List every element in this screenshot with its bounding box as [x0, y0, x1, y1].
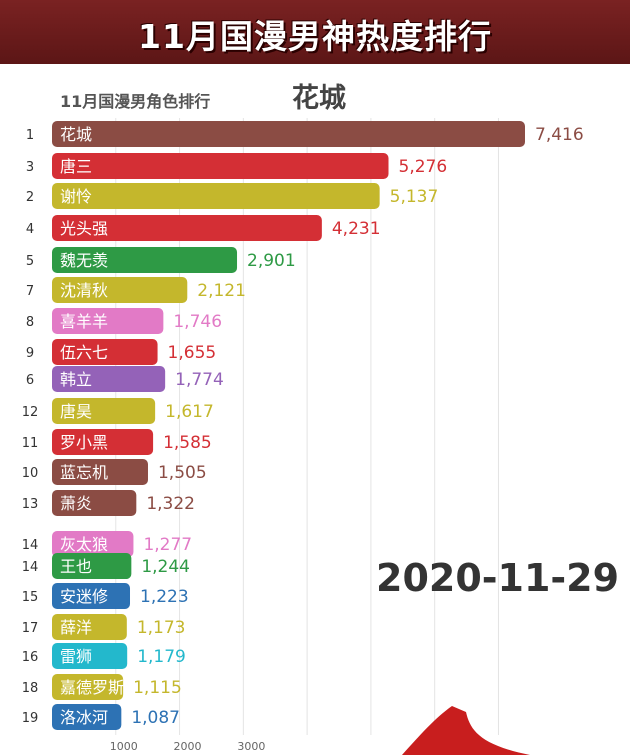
rank-label: 8 [26, 315, 34, 330]
current-leader-name: 花城 [292, 83, 346, 114]
bar-label: 蓝忘机 [60, 463, 108, 482]
rank-label: 11 [22, 436, 39, 451]
rank-label: 9 [26, 346, 34, 361]
bar-label: 伍六七 [60, 343, 108, 362]
value-label: 7,416 [535, 125, 584, 145]
value-label: 1,774 [175, 370, 224, 390]
bar-label: 花城 [60, 125, 92, 144]
rank-label: 14 [22, 538, 39, 553]
bar [52, 429, 154, 455]
rank-label: 18 [22, 681, 39, 696]
value-label: 1,223 [140, 587, 189, 607]
value-label: 1,115 [133, 678, 182, 698]
bar-label: 雷狮 [60, 647, 92, 666]
value-label: 1,087 [131, 708, 180, 728]
rank-label: 6 [26, 373, 34, 388]
value-label: 1,173 [137, 618, 186, 638]
value-label: 5,137 [390, 187, 439, 207]
rank-label: 4 [26, 222, 34, 237]
rank-label: 2 [26, 190, 34, 205]
rank-label: 19 [22, 711, 39, 726]
chart-subtitle: 11月国漫男角色排行 [60, 92, 211, 111]
x-tick-label: 3000 [237, 740, 265, 753]
value-label: 1,244 [141, 557, 190, 577]
rank-label: 5 [26, 254, 34, 269]
rank-label: 12 [22, 405, 39, 420]
bar [52, 339, 158, 365]
value-label: 1,585 [163, 433, 212, 453]
value-label: 1,322 [146, 494, 195, 514]
rank-label: 14 [22, 560, 39, 575]
bar-label: 韩立 [60, 370, 92, 389]
value-label: 1,655 [168, 343, 217, 363]
bar [52, 121, 525, 147]
value-label: 1,746 [173, 312, 222, 332]
bar [52, 553, 132, 579]
bar [52, 704, 122, 730]
value-label: 1,277 [143, 535, 192, 555]
rank-label: 16 [22, 650, 39, 665]
rank-label: 10 [22, 466, 39, 481]
bar-label: 光头强 [60, 219, 108, 238]
rank-label: 15 [22, 590, 39, 605]
value-label: 1,179 [137, 647, 186, 667]
bar [52, 531, 134, 557]
arrow-annotation-icon [402, 706, 530, 755]
bar [52, 398, 156, 424]
bar-label: 王也 [60, 557, 92, 576]
x-tick-label: 2000 [174, 740, 202, 753]
title-banner: 11月国漫男神热度排行 [0, 0, 630, 64]
bar [52, 215, 322, 241]
bar-label: 喜羊羊 [60, 312, 108, 331]
value-label: 4,231 [332, 219, 381, 239]
bar-label: 魏无羡 [60, 251, 108, 270]
bar-label: 沈清秋 [60, 281, 108, 300]
bar-label: 安迷修 [60, 587, 108, 606]
bar [52, 459, 148, 485]
bar-label: 萧炎 [60, 494, 92, 513]
bar [52, 153, 389, 179]
bar-label: 嘉德罗斯 [60, 678, 124, 697]
rank-label: 1 [26, 128, 34, 143]
bar [52, 366, 166, 392]
rank-label: 7 [26, 284, 34, 299]
bar-label: 罗小黑 [60, 433, 108, 452]
rank-label: 17 [22, 621, 39, 636]
date-label: 2020-11-29 [376, 556, 620, 600]
x-tick-label: 1000 [110, 740, 138, 753]
bar [52, 183, 380, 209]
bar [52, 643, 128, 669]
value-label: 1,617 [165, 402, 214, 422]
value-label: 1,505 [158, 463, 207, 483]
value-label: 2,901 [247, 251, 296, 271]
bar [52, 614, 127, 640]
bar-label: 灰太狼 [60, 535, 108, 554]
bar-label: 洛冰河 [60, 708, 108, 727]
rank-label: 13 [22, 497, 39, 512]
value-label: 2,121 [197, 281, 246, 301]
bar [52, 490, 137, 516]
bar-label: 薛洋 [60, 618, 92, 637]
bar [52, 247, 238, 273]
bar [52, 308, 164, 334]
value-label: 5,276 [399, 157, 448, 177]
bar-label: 唐昊 [60, 402, 92, 421]
bar [52, 583, 131, 609]
page-title: 11月国漫男神热度排行 [138, 17, 492, 56]
bar-label: 谢怜 [60, 187, 92, 206]
bar [52, 277, 188, 303]
bar-label: 唐三 [60, 157, 92, 176]
bar [52, 674, 124, 700]
rank-label: 3 [26, 160, 34, 175]
